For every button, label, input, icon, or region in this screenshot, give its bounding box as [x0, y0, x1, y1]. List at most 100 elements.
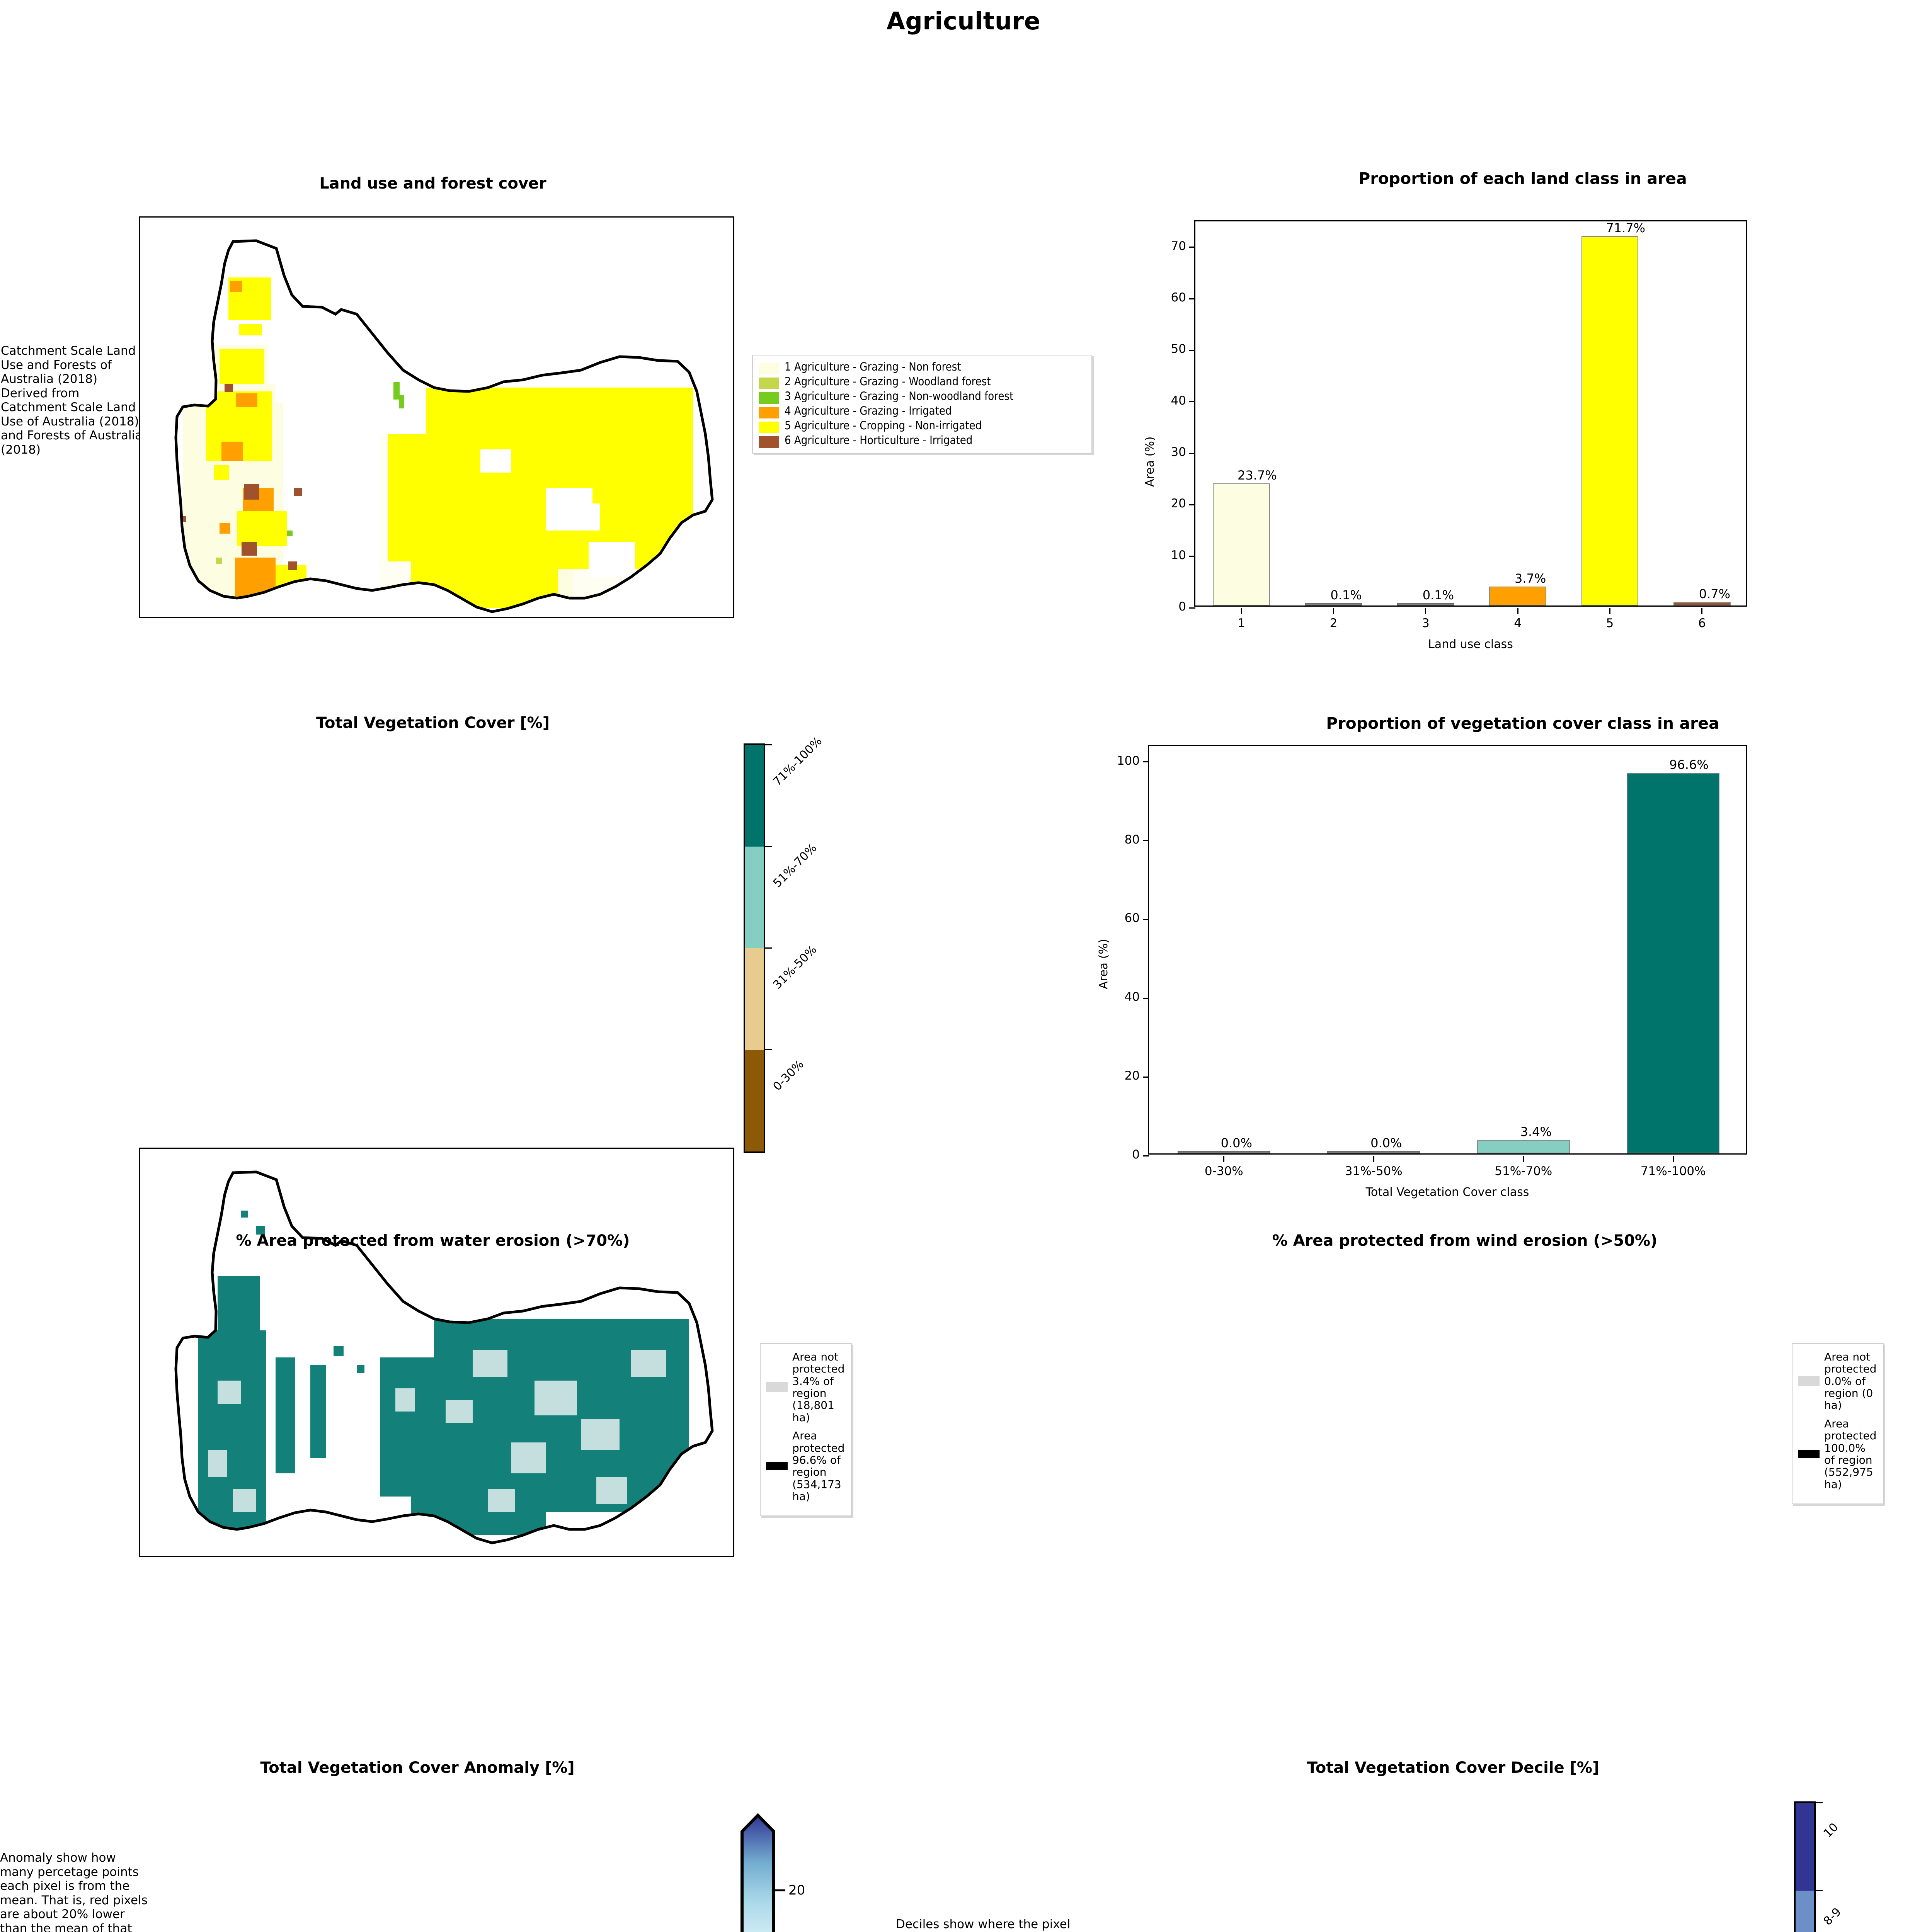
water-erosion-legend-item: Area not protected 3.4% of region (18,80…: [766, 1351, 846, 1423]
veg-colorbar-segment: [745, 745, 764, 847]
veg-chart-bar-label: 96.6%: [1669, 757, 1709, 772]
landuse-chart-xtick: [1609, 608, 1610, 614]
water-erosion-legend-label: Area protected 96.6% of region (534,173 …: [792, 1429, 845, 1503]
veg-chart-ytick: [1143, 840, 1149, 842]
wind-erosion-title: % Area protected from wind erosion (>50%…: [1272, 1232, 1658, 1250]
landuse-chart-xtick: [1517, 608, 1518, 614]
veg-colorbar-label: 31%-50%: [770, 943, 820, 992]
landuse-legend-label: 6 Agriculture - Horticulture - Irrigated: [785, 434, 973, 447]
landuse-chart-bar[interactable]: [1673, 602, 1731, 605]
landuse-chart-xtick-label: 4: [1514, 616, 1522, 630]
landuse-legend-swatch: [759, 363, 779, 374]
wind-erosion-legend-swatch: [1798, 1450, 1820, 1458]
landuse-legend: 1 Agriculture - Grazing - Non forest 2 Ag…: [752, 355, 1092, 454]
landuse-legend-label: 5 Agriculture - Cropping - Non-irrigated: [785, 419, 982, 432]
landuse-chart-ytick: [1189, 349, 1195, 351]
landuse-legend-label: 4 Agriculture - Grazing - Irrigated: [785, 404, 952, 417]
landuse-legend-swatch: [759, 392, 779, 404]
landuse-bar-chart[interactable]: 0 10 20 30 40 50 60 70 23.7% 1 0.1% 2 0.1% 3 3.7% 4 71.7…: [1171, 220, 1747, 630]
decile-colorbar-segment: [1796, 1891, 1814, 1932]
veg-chart-xtick: [1523, 1156, 1524, 1162]
landuse-chart-ytick-label: 60: [1171, 291, 1186, 304]
landuse-source-note: Catchment Scale Land Use and Forests of …: [1, 344, 143, 457]
landuse-chart-bar[interactable]: [1397, 603, 1454, 605]
landuse-legend-swatch: [759, 378, 779, 389]
water-erosion-legend-swatch: [766, 1462, 788, 1470]
landuse-chart-ytick-label: 0: [1178, 600, 1186, 614]
landuse-chart-xtick-label: 2: [1329, 616, 1338, 630]
veg-bar-chart[interactable]: 0 20 40 60 80 100 0.0% 0-30% 0.0% 31%-50% 3.4% 51%-…: [1117, 745, 1747, 1178]
landuse-legend-swatch: [759, 436, 779, 448]
decile-colorbar-tick: [1814, 1802, 1823, 1803]
decile-note: Deciles show where the pixel value lies …: [896, 1917, 1071, 1932]
landuse-chart-xtick-label: 1: [1238, 616, 1246, 630]
veg-chart-bar-label: 0.0%: [1221, 1136, 1252, 1150]
veg-chart-bar[interactable]: [1177, 1151, 1270, 1153]
veg-chart-bar[interactable]: [1477, 1140, 1570, 1153]
landuse-legend-label: 3 Agriculture - Grazing - Non-woodland f…: [785, 389, 1014, 403]
catchment-boundary: [174, 239, 714, 613]
veg-chart-title: Proportion of vegetation cover class in …: [1326, 714, 1719, 733]
landuse-chart-ytick: [1189, 452, 1195, 454]
landuse-legend-item: 5 Agriculture - Cropping - Non-irrigated: [759, 419, 1085, 433]
landuse-legend-item: 6 Agriculture - Horticulture - Irrigated: [759, 434, 1085, 448]
landuse-chart-ytick: [1189, 298, 1195, 299]
veg-chart-ytick-label: 0: [1132, 1148, 1140, 1162]
veg-chart-bar-label: 3.4%: [1520, 1124, 1552, 1139]
water-erosion-legend-label: Area not protected 3.4% of region (18,80…: [792, 1350, 845, 1424]
water-erosion-legend: Area not protected 3.4% of region (18,80…: [760, 1343, 852, 1517]
landuse-legend-item: 1 Agriculture - Grazing - Non forest: [759, 361, 1085, 374]
veg-colorbar: 0-30% 31%-50% 51%-70% 71%-100%: [744, 735, 825, 1153]
landuse-chart-bar[interactable]: [1305, 603, 1362, 605]
landuse-chart-ytick-label: 30: [1171, 445, 1186, 459]
decile-colorbar: 12-34-78-910: [1794, 1801, 1844, 1932]
landuse-chart-bar-label: 0.1%: [1422, 588, 1454, 602]
landuse-chart-title: Proportion of each land class in area: [1358, 169, 1687, 188]
veg-colorbar-tick: [764, 744, 772, 745]
landuse-chart-xtick: [1241, 608, 1242, 614]
landuse-map[interactable]: [139, 216, 734, 618]
landuse-legend-label: 2 Agriculture - Grazing - Woodland fores…: [785, 375, 991, 388]
landuse-chart-xtick-label: 3: [1421, 616, 1430, 630]
veg-chart-ytick-label: 20: [1124, 1069, 1140, 1083]
veg-colorbar-label: 51%-70%: [770, 841, 820, 891]
veg-chart-ytick: [1143, 1076, 1149, 1078]
wind-erosion-legend-label: Area protected 100.0% of region (552,975…: [1824, 1417, 1877, 1491]
landuse-chart-ytick-label: 10: [1171, 548, 1186, 562]
decile-colorbar-label: 10: [1821, 1820, 1841, 1841]
landuse-legend-item: 2 Agriculture - Grazing - Woodland fores…: [759, 375, 1085, 389]
landuse-raster: [176, 241, 712, 612]
water-erosion-legend-item: Area protected 96.6% of region (534,173 …: [766, 1430, 846, 1502]
landuse-chart-ytick: [1189, 401, 1195, 403]
chart2-xlabel: Total Vegetation Cover class: [1365, 1185, 1529, 1199]
landuse-chart-bar-label: 0.1%: [1330, 588, 1362, 602]
wind-erosion-legend-item: Area protected 100.0% of region (552,975…: [1798, 1418, 1878, 1490]
landuse-chart-xtick-label: 6: [1698, 616, 1706, 630]
landuse-chart-bar[interactable]: [1213, 483, 1270, 605]
landuse-chart-xtick: [1425, 608, 1427, 614]
landuse-chart-bar[interactable]: [1581, 236, 1639, 605]
anomaly-note: Anomaly show how many percetage points e…: [0, 1851, 148, 1932]
decile-colorbar-tick: [1814, 1890, 1823, 1891]
decile-colorbar-segment: [1796, 1803, 1814, 1891]
landuse-chart-bar[interactable]: [1489, 586, 1547, 605]
landuse-legend-swatch: [759, 422, 779, 433]
landuse-chart-ytick-label: 20: [1171, 497, 1186, 511]
veg-cover-map[interactable]: [139, 1148, 734, 1557]
veg-colorbar-label: 71%-100%: [770, 735, 825, 789]
veg-chart-xtick: [1223, 1156, 1225, 1162]
veg-colorbar-tick: [764, 947, 772, 949]
veg-chart-ytick: [1143, 997, 1149, 999]
page-title: Agriculture: [886, 7, 1041, 35]
veg-chart-bar[interactable]: [1627, 773, 1720, 1153]
landuse-chart-bar-label: 71.7%: [1606, 221, 1645, 235]
chart1-ylabel: Area (%): [1143, 436, 1157, 487]
landuse-chart-xtick: [1333, 608, 1334, 614]
veg-chart-xtick-label: 31%-50%: [1345, 1164, 1403, 1178]
veg-colorbar-segment: [745, 948, 764, 1050]
veg-chart-xtick: [1373, 1156, 1374, 1162]
water-erosion-legend-swatch: [766, 1382, 788, 1393]
landuse-chart-ytick: [1189, 247, 1195, 248]
veg-chart-bar[interactable]: [1327, 1151, 1420, 1153]
landuse-legend-label: 1 Agriculture - Grazing - Non forest: [785, 360, 961, 373]
